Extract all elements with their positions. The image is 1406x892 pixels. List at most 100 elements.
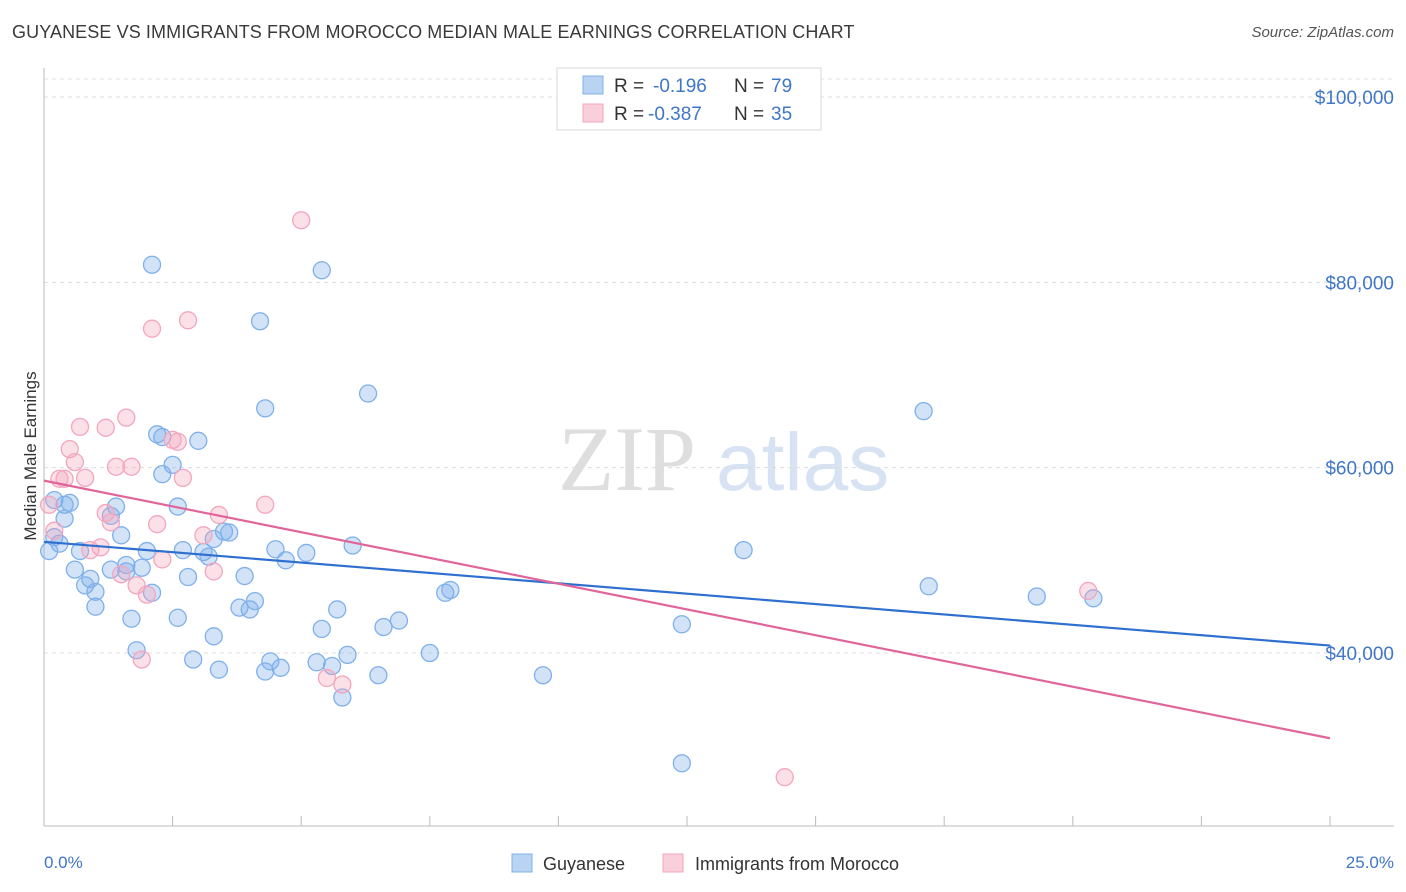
guyanese-point-27 xyxy=(153,465,172,484)
series-legend: Guyanese Immigrants from Morocco xyxy=(511,853,899,874)
morocco-point-25 xyxy=(173,468,193,488)
guyanese-point-65 xyxy=(389,611,409,630)
guyanese-point-31 xyxy=(173,540,193,560)
guyanese-point-61 xyxy=(343,536,362,555)
guyanese-point-34 xyxy=(189,431,208,450)
guyanese-point-40 xyxy=(214,522,234,541)
watermark-zip: ZIP xyxy=(558,408,696,510)
guyanese-point-37 xyxy=(204,529,223,549)
guyanese-point-70 xyxy=(672,754,692,773)
guyanese-point-12 xyxy=(86,582,105,601)
guyanese-point-49 xyxy=(261,652,280,671)
guyanese-point-64 xyxy=(374,617,393,637)
guyanese-point-23 xyxy=(142,255,162,274)
guyanese-point-57 xyxy=(322,656,342,676)
morocco-point-17 xyxy=(127,576,146,595)
morocco-point-21 xyxy=(148,515,167,534)
guyanese-point-18 xyxy=(117,555,136,575)
guyanese-trend-line xyxy=(43,540,1331,647)
guyanese-point-62 xyxy=(358,384,378,403)
guyanese-point-68 xyxy=(441,580,460,600)
guyanese-point-41 xyxy=(220,523,239,542)
morocco-point-14 xyxy=(112,565,131,584)
guyanese-point-39 xyxy=(209,660,229,679)
guyanese-point-6 xyxy=(60,493,79,513)
morocco-point-16 xyxy=(122,457,141,476)
morocco-trend-line xyxy=(43,479,1331,740)
guyanese-point-28 xyxy=(163,455,182,475)
guyanese-point-38 xyxy=(204,627,223,646)
legend-n-value-2: 35 xyxy=(771,104,792,125)
y-axis-label: Median Male Earnings xyxy=(21,371,40,540)
legend-swatch-morocco xyxy=(582,103,604,123)
correlation-legend: R = -0.196 N = 79 R = -0.387 N = 35 xyxy=(556,67,822,131)
guyanese-point-19 xyxy=(122,609,141,628)
legend-n-label-2: N = xyxy=(734,104,764,125)
guyanese-point-74 xyxy=(919,577,938,596)
guyanese-point-20 xyxy=(127,641,146,660)
bottom-legend-swatch-morocco xyxy=(662,853,684,873)
guyanese-point-73 xyxy=(914,401,933,421)
bottom-legend-swatch-guyanese xyxy=(511,853,533,873)
guyanese-point-48 xyxy=(256,399,275,418)
guyanese-point-46 xyxy=(250,312,270,331)
source-credit: Source: ZipAtlas.com xyxy=(1251,24,1394,41)
guyanese-point-43 xyxy=(235,566,254,586)
legend-r-label-2: R = xyxy=(614,104,644,125)
guyanese-point-51 xyxy=(271,658,290,677)
grid-lines xyxy=(44,78,1394,654)
guyanese-point-59 xyxy=(333,688,352,707)
guyanese-point-60 xyxy=(338,645,357,665)
morocco-point-22 xyxy=(153,550,172,569)
guyanese-point-33 xyxy=(184,650,203,669)
morocco-point-19 xyxy=(137,585,157,604)
guyanese-point-55 xyxy=(312,619,331,639)
morocco-point-18 xyxy=(132,650,151,669)
morocco-point-12 xyxy=(101,513,121,532)
morocco-point-33 xyxy=(333,675,352,694)
watermark: ZIP atlas xyxy=(558,408,889,510)
y-tick-label-2: $80,000 xyxy=(1325,273,1394,294)
watermark-atlas: atlas xyxy=(716,417,889,508)
guyanese-point-7 xyxy=(65,560,85,579)
x-tick-label-max: 25.0% xyxy=(1346,853,1394,872)
legend-n-value-1: 79 xyxy=(771,76,792,97)
morocco-point-5 xyxy=(65,452,85,472)
guyanese-point-13 xyxy=(101,506,121,526)
morocco-point-34 xyxy=(775,768,794,787)
morocco-point-1 xyxy=(45,521,64,540)
guyanese-point-56 xyxy=(312,261,331,280)
guyanese-point-16 xyxy=(112,526,131,545)
guyanese-point-54 xyxy=(307,653,326,672)
y-tick-label-1: $60,000 xyxy=(1325,459,1394,480)
bottom-legend-label-guyanese: Guyanese xyxy=(543,854,625,874)
morocco-point-13 xyxy=(106,457,126,476)
morocco-point-28 xyxy=(204,562,223,581)
guyanese-point-29 xyxy=(168,608,187,627)
morocco-point-10 xyxy=(96,418,115,437)
bottom-legend-label-morocco: Immigrants from Morocco xyxy=(695,854,899,874)
morocco-point-32 xyxy=(317,668,337,688)
legend-r-value-2: -0.387 xyxy=(648,104,702,125)
guyanese-point-66 xyxy=(420,643,439,663)
guyanese-point-58 xyxy=(328,600,347,619)
morocco-point-26 xyxy=(178,311,198,330)
morocco-point-11 xyxy=(96,503,115,523)
morocco-point-0 xyxy=(39,495,59,514)
guyanese-point-47 xyxy=(256,662,275,681)
legend-r-value-1: -0.196 xyxy=(653,76,707,97)
axes xyxy=(43,68,1394,827)
morocco-point-15 xyxy=(117,408,136,427)
morocco-point-27 xyxy=(194,526,213,545)
morocco-point-7 xyxy=(76,468,95,488)
guyanese-point-63 xyxy=(369,666,388,685)
legend-swatch-guyanese xyxy=(582,75,604,95)
guyanese-point-17 xyxy=(117,562,136,581)
guyanese-point-53 xyxy=(297,543,316,563)
morocco-point-31 xyxy=(292,211,311,230)
guyanese-point-21 xyxy=(132,558,151,577)
guyanese-point-69 xyxy=(533,666,553,685)
legend-r-label-1: R = xyxy=(614,76,644,97)
morocco-point-35 xyxy=(1079,581,1098,601)
